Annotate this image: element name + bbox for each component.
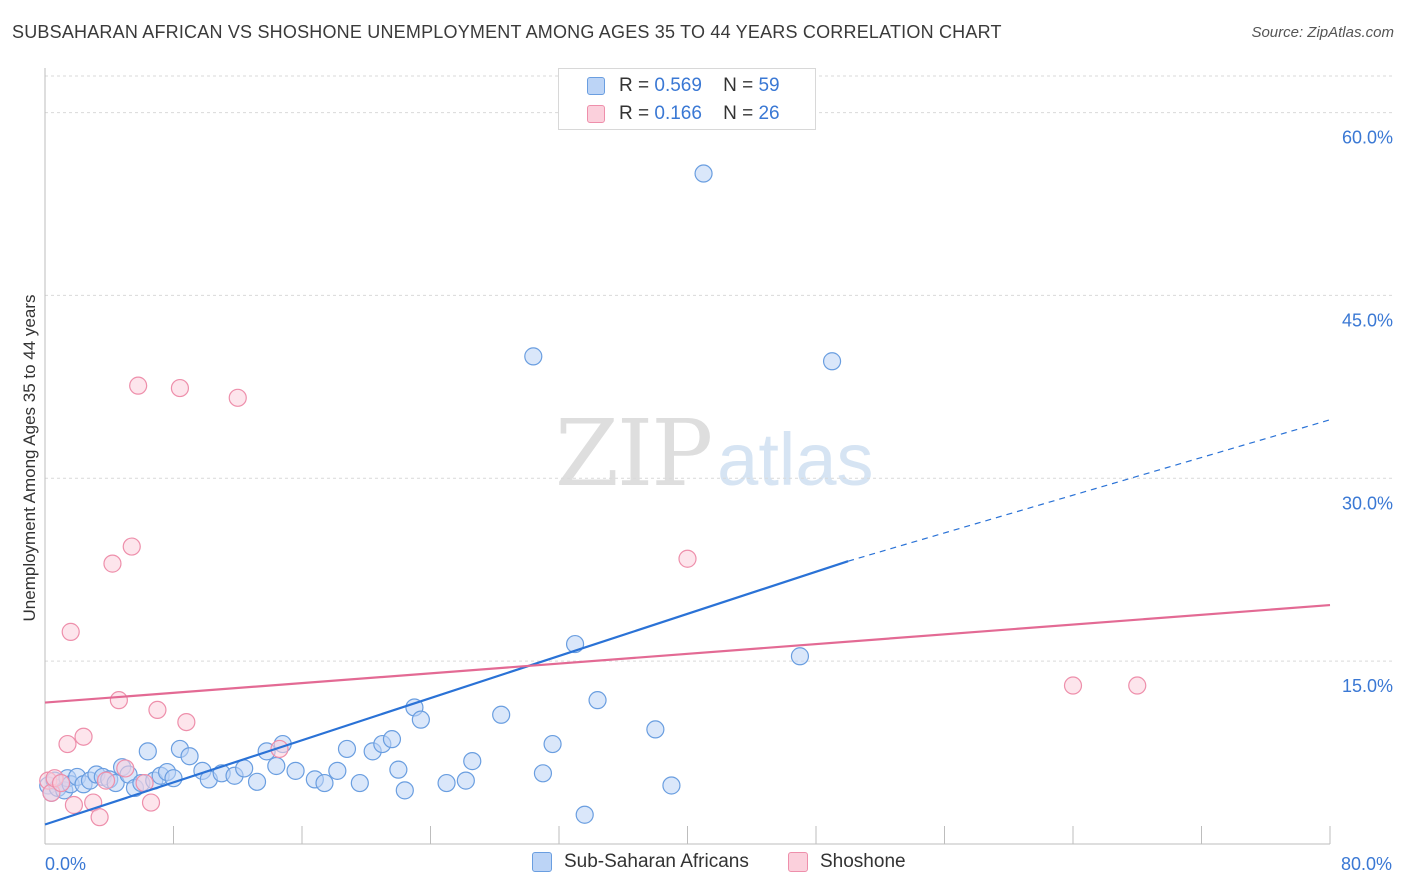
legend-n-value: 59: [758, 75, 780, 96]
data-point-subsaharan: [382, 730, 402, 749]
data-point-subsaharan: [180, 747, 199, 766]
data-point-subsaharan: [247, 772, 267, 791]
bottom-legend-swatch-blue: [532, 852, 552, 872]
data-point-subsaharan: [790, 647, 810, 666]
legend-row-shoshone: R = 0.166 N = 26: [587, 101, 780, 127]
data-point-subsaharan: [315, 773, 334, 793]
data-point-subsaharan: [395, 781, 414, 800]
data-point-subsaharan: [411, 710, 430, 729]
bottom-legend-label-shoshone: Shoshone: [820, 851, 906, 872]
x-tick-label: 0.0%: [45, 854, 86, 874]
legend-r-value: 0.569: [654, 75, 702, 96]
data-point-shoshone: [64, 795, 84, 815]
legend-n-value: 26: [758, 103, 780, 124]
y-tick-label: 30.0%: [1342, 493, 1393, 513]
data-point-subsaharan: [164, 769, 183, 788]
data-point-shoshone: [74, 727, 93, 746]
data-point-shoshone: [177, 712, 196, 732]
chart-title: SUBSAHARAN AFRICAN VS SHOSHONE UNEMPLOYM…: [12, 22, 1002, 42]
legend-swatch-pink: [587, 105, 605, 123]
data-point-subsaharan: [694, 164, 713, 183]
data-point-shoshone: [129, 376, 148, 395]
watermark: ZIPatlas: [555, 400, 873, 507]
legend-r-label: R =: [619, 103, 650, 124]
legend-n-label: N =: [723, 75, 754, 96]
source-credit: Source: ZipAtlas.com: [1251, 24, 1394, 41]
y-tick-label: 15.0%: [1342, 676, 1393, 696]
bottom-legend-label-subsaharan: Sub-Saharan Africans: [564, 851, 749, 872]
correlation-legend: R = 0.569 N = 59 R = 0.166 N = 26: [558, 68, 816, 130]
data-point-subsaharan: [138, 742, 157, 761]
data-point-subsaharan: [286, 761, 305, 780]
data-point-shoshone: [58, 734, 77, 754]
data-point-subsaharan: [463, 752, 482, 771]
legend-r-label: R =: [619, 75, 650, 96]
watermark-zip: ZIP: [555, 400, 713, 507]
data-point-shoshone: [1063, 676, 1083, 695]
data-point-shoshone: [141, 793, 161, 812]
data-point-subsaharan: [267, 756, 286, 776]
data-point-subsaharan: [328, 761, 347, 780]
data-point-subsaharan: [437, 773, 456, 793]
trendline-subsaharan: [44, 560, 849, 826]
bottom-legend-subsaharan: Sub-Saharan Africans: [532, 851, 749, 873]
data-point-shoshone: [122, 537, 141, 556]
data-point-subsaharan: [456, 771, 475, 790]
data-point-subsaharan: [235, 759, 254, 778]
data-point-shoshone: [61, 622, 80, 641]
data-point-subsaharan: [575, 805, 594, 824]
y-tick-label: 45.0%: [1342, 310, 1393, 330]
data-point-subsaharan: [588, 691, 607, 710]
data-point-shoshone: [96, 771, 116, 790]
bottom-legend-shoshone: Shoshone: [788, 851, 906, 873]
legend-r-value: 0.166: [654, 103, 702, 124]
legend-swatch-blue: [587, 77, 605, 95]
trendline-shoshone: [44, 603, 1331, 704]
data-point-shoshone: [1128, 676, 1147, 695]
data-point-shoshone: [103, 554, 122, 573]
series-subsaharan-points: [39, 164, 842, 824]
data-point-subsaharan: [662, 776, 681, 795]
legend-n-label: N =: [723, 103, 754, 124]
data-point-shoshone: [90, 808, 109, 827]
data-point-subsaharan: [389, 760, 408, 779]
data-point-subsaharan: [337, 739, 357, 759]
data-point-subsaharan: [646, 720, 665, 739]
data-point-shoshone: [270, 739, 289, 759]
data-point-shoshone: [148, 700, 167, 720]
data-point-shoshone: [228, 388, 247, 407]
x-tick-label: 80.0%: [1341, 854, 1392, 874]
trendline-subsaharan-extension: [847, 419, 1331, 562]
watermark-atlas: atlas: [717, 418, 874, 501]
bottom-legend-swatch-pink: [788, 852, 808, 872]
data-point-subsaharan: [524, 347, 543, 366]
data-point-subsaharan: [533, 764, 553, 783]
data-point-shoshone: [116, 759, 135, 778]
data-point-shoshone: [51, 773, 71, 793]
data-point-shoshone: [678, 549, 697, 568]
data-point-subsaharan: [822, 352, 842, 371]
series-shoshone-points: [39, 376, 1147, 827]
data-point-shoshone: [170, 378, 190, 398]
data-point-subsaharan: [350, 773, 369, 793]
y-tick-label: 60.0%: [1342, 128, 1393, 148]
legend-row-subsaharan: R = 0.569 N = 59: [587, 73, 780, 99]
data-point-shoshone: [109, 691, 128, 710]
y-axis-title: Unemployment Among Ages 35 to 44 years: [20, 294, 39, 622]
data-point-subsaharan: [492, 705, 511, 724]
data-point-subsaharan: [543, 734, 562, 754]
